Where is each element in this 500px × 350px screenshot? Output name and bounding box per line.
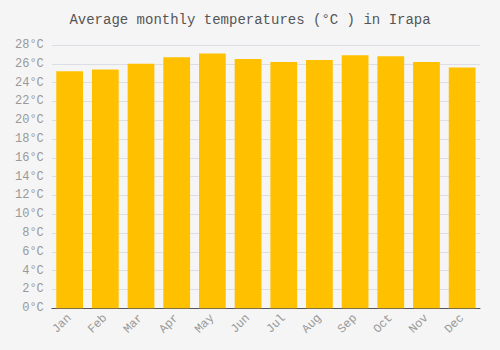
svg-text:24°C: 24°C xyxy=(15,76,44,90)
svg-text:Feb: Feb xyxy=(85,311,110,336)
svg-text:Jun: Jun xyxy=(228,311,253,336)
svg-text:14°C: 14°C xyxy=(15,170,44,184)
svg-text:22°C: 22°C xyxy=(15,94,44,108)
svg-text:8°C: 8°C xyxy=(22,226,44,240)
svg-text:18°C: 18°C xyxy=(15,132,44,146)
svg-text:0°C: 0°C xyxy=(22,301,44,315)
svg-text:Aug: Aug xyxy=(299,311,324,336)
svg-text:28°C: 28°C xyxy=(15,38,44,52)
svg-text:20°C: 20°C xyxy=(15,113,44,127)
svg-text:Dec: Dec xyxy=(442,311,467,336)
svg-text:Apr: Apr xyxy=(156,311,181,336)
svg-text:6°C: 6°C xyxy=(22,245,44,259)
svg-text:4°C: 4°C xyxy=(22,264,44,278)
svg-text:16°C: 16°C xyxy=(15,151,44,165)
svg-text:10°C: 10°C xyxy=(15,207,44,221)
svg-text:Average monthly temperatures (: Average monthly temperatures (°C ) in Ir… xyxy=(69,12,430,28)
svg-text:Mar: Mar xyxy=(121,311,146,336)
svg-text:Nov: Nov xyxy=(406,311,431,336)
svg-text:Jul: Jul xyxy=(264,311,289,336)
svg-text:May: May xyxy=(192,311,217,336)
svg-text:26°C: 26°C xyxy=(15,57,44,71)
svg-text:Oct: Oct xyxy=(371,311,396,336)
svg-text:12°C: 12°C xyxy=(15,188,44,202)
svg-text:Jan: Jan xyxy=(49,311,74,336)
svg-text:2°C: 2°C xyxy=(22,282,44,296)
svg-text:Sep: Sep xyxy=(335,311,360,336)
